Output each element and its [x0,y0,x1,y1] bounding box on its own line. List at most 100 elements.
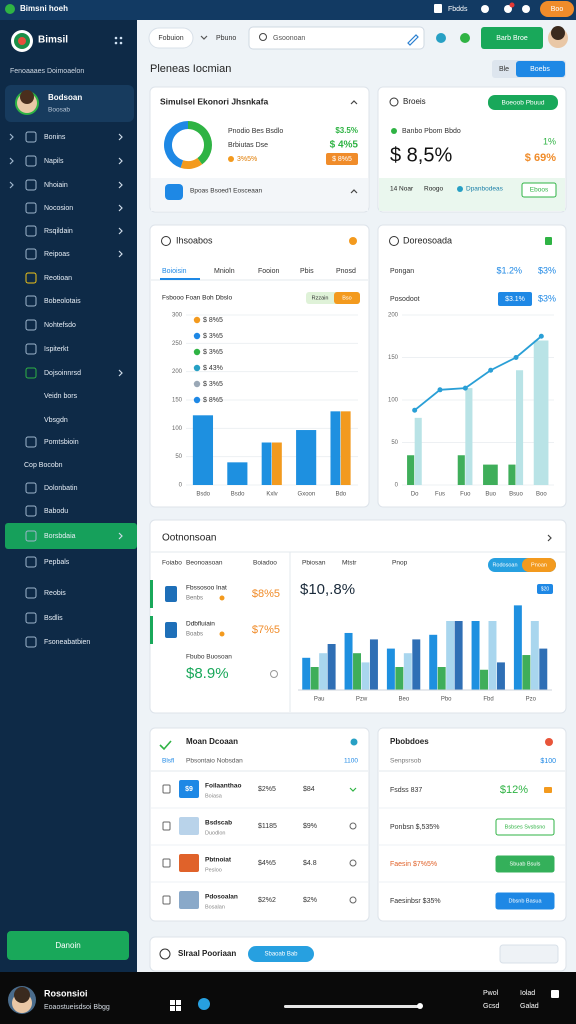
checkbox[interactable] [162,895,171,905]
icon [544,787,552,793]
menu-item[interactable]: Cop Bocobn [24,462,63,469]
icon [5,4,15,14]
toggle-option[interactable]: Rodosoan [492,562,517,568]
menu-item[interactable]: Reipoas [44,251,70,258]
tab[interactable]: Fooion [258,268,280,275]
badge[interactable] [488,95,558,110]
icon [551,26,565,40]
icon [193,364,201,372]
bar-button[interactable] [248,946,314,962]
icon [20,90,34,104]
search-box[interactable] [248,26,425,50]
icon [551,990,559,998]
thumbnail [179,854,199,872]
row-name: Pbtnoiat [205,857,232,864]
menu-item[interactable]: Veidn bors [44,393,78,400]
icon [545,237,552,245]
row-value: $9% [303,823,317,830]
menu-item[interactable]: Ispiterkt [44,346,69,353]
progress-bar [284,1005,420,1008]
badge [521,182,557,198]
bar [330,411,341,485]
bar [412,639,421,690]
tab-label[interactable]: Pbuno [216,35,236,42]
menu-item[interactable]: Nocosion [44,205,73,212]
row-button[interactable] [495,892,555,910]
row-button[interactable] [495,855,555,873]
tab[interactable]: Pbis [300,268,314,275]
item-note: Boabs [186,632,203,638]
icon [391,128,397,134]
bar [496,662,505,690]
bar [227,462,248,485]
y-tick-label: 50 [391,440,398,446]
menu-item[interactable]: Babodu [44,508,68,515]
menu-item[interactable]: Vbsgdn [44,417,68,424]
checkbox[interactable] [162,821,171,831]
tab[interactable]: Boioisin [162,268,187,275]
thumbnail [179,780,199,798]
item-icon [165,586,177,602]
x-tick-label: Bsuo [509,492,523,498]
menu-item[interactable]: Dolonbatin [44,485,78,492]
menu-item[interactable]: Nohtefsdo [44,322,76,329]
card-title: Broeis [403,97,426,106]
toggle-option[interactable]: Bso [342,295,351,301]
subtitle: Fsbooo Foan Boh Dbslo [162,295,232,302]
brand: Bimsil [38,35,68,46]
subtitle: Senpsrsob [390,758,421,765]
menu-item[interactable]: Reobis [44,590,66,597]
top-link[interactable]: Fbdds [448,6,468,13]
menu-item[interactable]: Rsqildain [44,228,73,235]
badge-value: $ 8%5 [332,156,352,163]
tab[interactable]: Mnioln [214,268,235,275]
tab[interactable] [148,27,194,49]
icon [349,896,357,904]
sidebar-button[interactable] [7,931,129,960]
icon [389,97,399,107]
bar [319,653,328,690]
toggle-option[interactable]: Rzzain [312,295,329,301]
menu-item[interactable]: Bonins [44,134,66,141]
menu-item[interactable]: Bobeolotais [44,298,81,305]
menu-icon [25,556,37,568]
sidebar-subtitle: Fenoaaaes Doimoaelon [10,68,84,75]
toggle-option[interactable]: Pnoan [531,562,547,568]
menu-item[interactable]: Dojsoinnrsd [44,370,81,377]
chevron [118,204,123,212]
icon [14,987,30,1003]
row-label: Brbiutas Dse [228,142,268,149]
menu-item[interactable]: Reotioan [44,275,72,282]
menu-item[interactable]: Pepbals [44,559,70,566]
tab[interactable]: Pnosd [336,268,356,275]
icon [219,631,225,637]
toggle-option[interactable]: Ble [499,66,509,73]
menu-icon [25,612,37,624]
toggle-option[interactable]: Boebs [530,66,550,73]
accent [150,616,153,644]
pill-button[interactable] [540,1,574,17]
menu-item[interactable]: Pomtsbioin [44,439,79,446]
chevron [118,369,123,377]
summary-value: $8.9% [186,665,229,682]
menu-item[interactable]: Borsbdaia [44,533,76,540]
footer-text: Bpoas Bsoed'l Eosceaan [190,188,262,195]
menu-item[interactable]: Fsoneabatbien [44,639,90,646]
menu-item[interactable]: Nhoiain [44,182,68,189]
checkbox[interactable] [162,858,171,868]
icon [481,5,489,13]
menu-icon [25,248,37,260]
card-title: Moan Dcoaan [186,737,238,746]
icon [460,33,470,43]
chevron [118,227,123,235]
x-tick-label: Buo [485,492,496,498]
action-button[interactable] [481,27,543,49]
menu-icon [25,202,37,214]
row-button[interactable] [495,818,555,836]
menu-icon [25,367,37,379]
checkbox[interactable] [162,784,171,794]
menu-item[interactable]: Bsdlis [44,615,63,622]
sidebar [0,20,137,972]
active-item [5,523,137,549]
menu-item[interactable]: Napils [44,158,64,165]
